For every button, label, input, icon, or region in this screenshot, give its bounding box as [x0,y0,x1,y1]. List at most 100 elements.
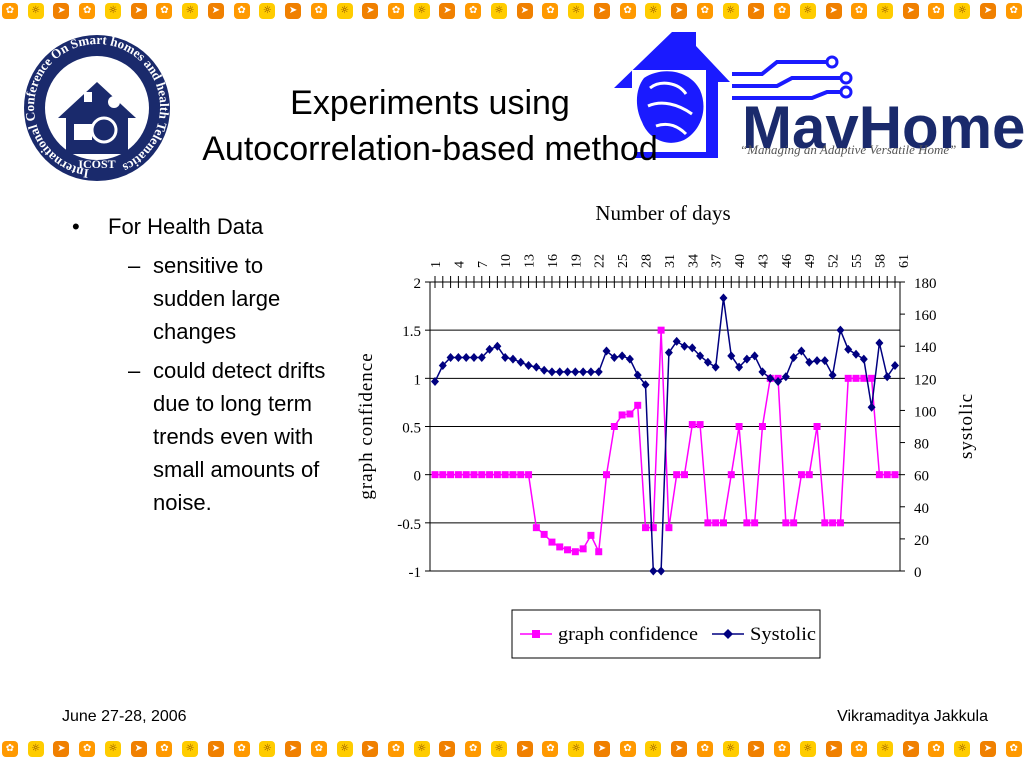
sun-icon: ☼ [799,741,816,757]
data-point-graph-confidence [665,524,673,532]
data-point-graph-confidence [805,471,813,479]
sun-icon: ☼ [568,741,585,757]
data-point-systolic [469,352,478,362]
y-right-tick-label: 100 [914,404,937,420]
data-point-systolic [883,372,892,382]
data-point-graph-confidence [525,471,533,479]
data-point-systolic [813,356,822,366]
data-point-graph-confidence [439,471,447,479]
sun-icon: ☼ [259,741,276,757]
data-point-systolic [828,370,837,380]
x-tick-label: 34 [686,254,701,268]
data-point-systolic [625,354,634,364]
y-right-tick-label: 180 [914,276,937,292]
data-point-graph-confidence [712,519,720,527]
sun-icon: ☼ [954,3,971,19]
chart-legend: graph confidence Systolic [511,609,821,659]
data-point-systolic [758,367,767,377]
data-point-graph-confidence [447,471,455,479]
x-tick-label: 40 [733,254,748,268]
data-point-systolic [820,356,829,366]
x-tick-label: 22 [593,254,608,268]
x-tick-label: 25 [616,254,631,268]
data-point-graph-confidence [680,471,688,479]
y-right-tick-label: 60 [914,469,929,485]
data-point-graph-confidence [696,421,704,429]
x-tick-label: 52 [827,254,842,268]
sun-icon: ☼ [490,3,507,19]
data-point-graph-confidence [649,524,657,532]
data-point-systolic [797,346,806,356]
flower-icon: ✿ [851,3,868,19]
data-point-graph-confidence [673,471,681,479]
arrow-icon: ➤ [130,3,147,19]
data-point-systolic [774,377,783,387]
data-point-graph-confidence [556,543,564,551]
sun-icon: ☼ [568,3,585,19]
sun-icon: ☼ [722,3,739,19]
sun-icon: ☼ [259,3,276,19]
flower-icon: ✿ [542,741,559,757]
arrow-icon: ➤ [285,741,302,757]
y-left-tick-label: 0 [414,469,422,485]
data-point-graph-confidence [844,374,852,382]
x-tick-label: 49 [803,254,818,268]
x-tick-label: 43 [756,254,771,268]
flower-icon: ✿ [2,3,18,19]
data-point-systolic [633,370,642,380]
data-point-graph-confidence [618,411,626,419]
data-point-graph-confidence [595,548,603,556]
data-point-systolic [618,351,627,361]
arrow-icon: ➤ [362,741,379,757]
y-axis-right-label: systolic [956,393,977,459]
sun-icon: ☼ [104,3,121,19]
data-point-systolic [875,338,884,348]
decorative-border-top: ✿ ☼ ➤ ✿ ☼ ➤ ✿ ☼ ➤ ✿ ☼ ➤ ✿ ☼ ➤ ✿ ☼ ➤ ✿ ☼ ➤ ✿ ☼ ➤ ✿ ☼ ➤ ✿ ☼ ➤ ✿ ☼ ➤ ✿ ☼ ➤ ✿ ☼ ➤ ✿ [0,0,1024,22]
x-tick-label: 19 [569,254,584,268]
data-point-systolic [750,351,759,361]
sun-icon: ☼ [876,3,893,19]
arrow-icon: ➤ [825,741,842,757]
data-point-graph-confidence [782,519,790,527]
arrow-icon: ➤ [748,3,765,19]
y-left-tick-label: 2 [414,276,422,292]
sub-bullet-text: could detect drifts due to long term tre… [153,358,326,515]
data-point-systolic [727,351,736,361]
data-point-systolic [781,372,790,382]
x-tick-label: 4 [452,261,467,268]
legend-label: Systolic [750,624,816,645]
data-point-systolic [477,352,486,362]
data-point-systolic [563,367,572,377]
data-point-graph-confidence [462,471,470,479]
arrow-icon: ➤ [902,741,919,757]
x-tick-label: 58 [873,254,888,268]
sun-icon: ☼ [27,741,44,757]
dash-icon: – [128,358,141,383]
sun-icon: ☼ [799,3,816,19]
arrow-icon: ➤ [748,741,765,757]
data-point-systolic [742,354,751,364]
flower-icon: ✿ [542,3,559,19]
arrow-icon: ➤ [207,741,224,757]
data-point-systolic [540,365,549,375]
data-point-systolic [649,566,658,576]
data-point-systolic [602,346,611,356]
x-tick-label: 37 [710,254,725,268]
data-point-graph-confidence [587,531,595,539]
data-point-graph-confidence [727,471,735,479]
arrow-icon: ➤ [439,3,456,19]
data-point-graph-confidence [501,471,509,479]
data-point-systolic [703,357,712,367]
chart-title: Number of days [595,201,730,225]
data-point-graph-confidence [735,423,743,430]
sun-icon: ☼ [645,741,662,757]
sub-bullet-item: – could detect drifts due to long term t… [68,354,328,519]
arrow-icon: ➤ [53,3,70,19]
sun-icon: ☼ [336,3,353,19]
flower-icon: ✿ [619,741,636,757]
bullet-list: • For Health Data – sensitive to sudden … [68,210,328,519]
y-left-tick-label: -1 [409,565,422,581]
y-left-tick-label: 0.5 [402,421,421,437]
sun-icon: ☼ [104,741,121,757]
sun-icon: ☼ [954,741,971,757]
